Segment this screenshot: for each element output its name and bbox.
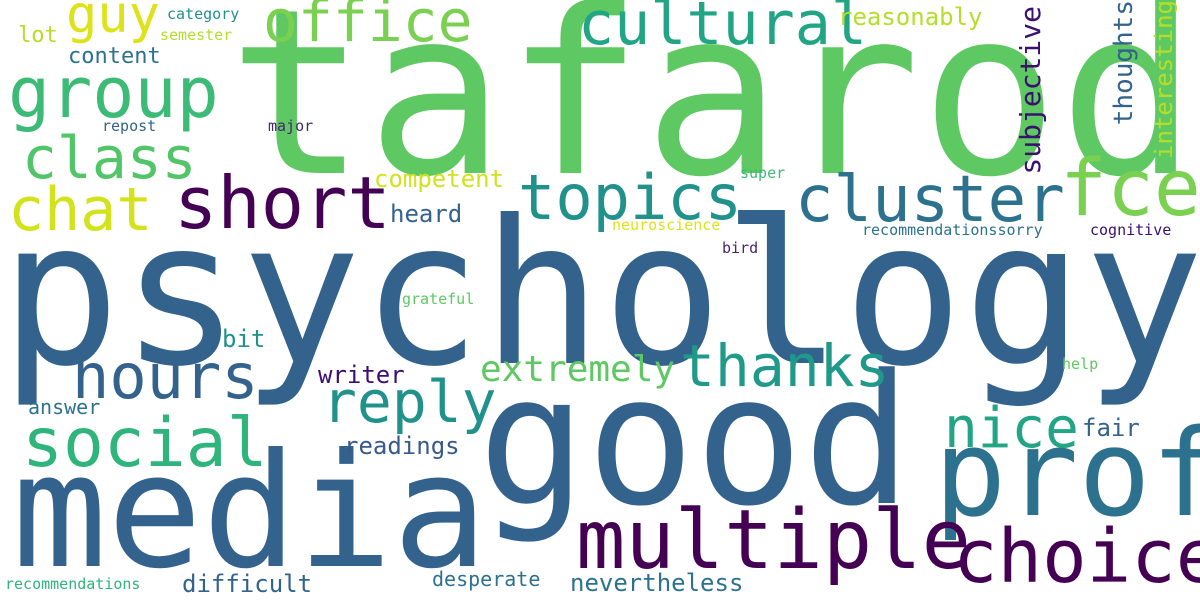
word-repost: repost (102, 117, 157, 135)
word-difficult: difficult (182, 570, 313, 598)
word-thanks: thanks (680, 332, 890, 400)
word-extremely: extremely (480, 349, 676, 390)
word-reasonably: reasonably (838, 3, 983, 31)
word-topics: topics (518, 161, 742, 234)
word-super: super (740, 164, 786, 182)
word-interesting: interesting (1150, 0, 1178, 159)
word-reply: reply (322, 368, 497, 436)
word-answer: answer (28, 395, 101, 419)
word-good: good (478, 337, 912, 546)
word-grateful: grateful (402, 290, 475, 308)
word-nice: nice (944, 396, 1079, 461)
word-subjective: subjective (1014, 6, 1047, 175)
word-social: social (22, 404, 268, 483)
word-content: content (68, 44, 161, 69)
word-bit: bit (222, 325, 266, 353)
word-tafarodi: tafarodi (228, 0, 1200, 228)
word-help: help (1062, 355, 1099, 373)
word-hours: hours (72, 340, 259, 413)
word-guy: guy (66, 0, 160, 45)
word-choice: choice (953, 514, 1200, 600)
word-psychology: psychology (0, 178, 1200, 411)
word-recommendationssorry: recommendationssorry (862, 221, 1043, 239)
word-multiple: multiple (576, 493, 971, 588)
word-recommendations: recommendations (5, 575, 141, 593)
word-competent: competent (374, 165, 505, 193)
word-semester: semester (160, 26, 233, 44)
word-fce: fce (1060, 144, 1200, 234)
word-heard: heard (390, 200, 463, 228)
word-lot: lot (18, 23, 58, 48)
word-writer: writer (318, 361, 405, 389)
word-desperate: desperate (432, 567, 541, 591)
word-chat: chat (8, 175, 153, 245)
word-class: class (22, 124, 197, 192)
word-neuroscience: neuroscience (612, 216, 721, 234)
word-group: group (8, 52, 219, 134)
word-bird: bird (722, 239, 759, 257)
word-major: major (268, 117, 314, 135)
word-cultural: cultural (578, 0, 867, 59)
word-category: category (167, 5, 240, 23)
word-short: short (174, 161, 391, 245)
word-cluster: cluster (795, 163, 1065, 237)
word-readings: readings (344, 432, 460, 460)
word-office: office (263, 0, 473, 55)
word-media: media (12, 420, 488, 600)
word-nevertheless: nevertheless (570, 569, 744, 597)
word-prof: prof (934, 405, 1200, 544)
word-thoughts: thoughts (1109, 0, 1139, 126)
word-cognitive: cognitive (1090, 221, 1172, 239)
word-fair: fair (1082, 414, 1140, 442)
